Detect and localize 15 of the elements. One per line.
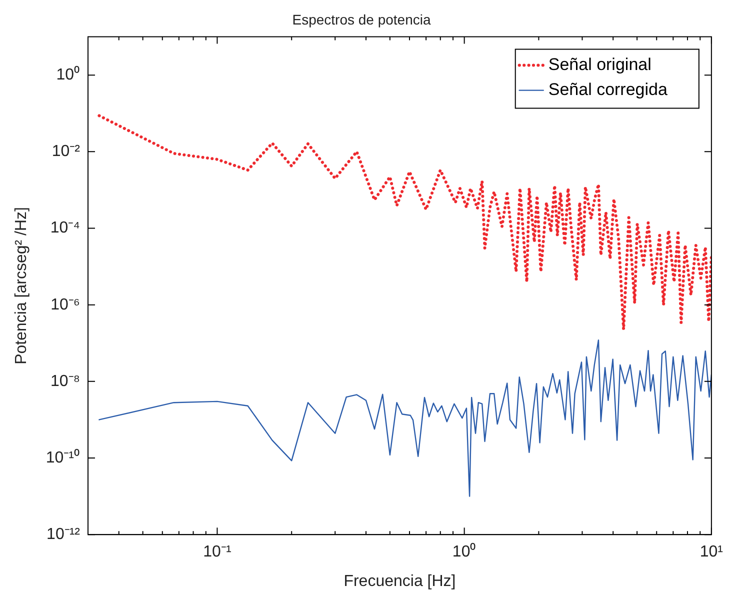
y-tick-label: 10⁻⁸ [50, 372, 80, 390]
x-tick-label: 10¹ [700, 544, 723, 561]
y-tick-label: 10⁻¹² [46, 526, 81, 544]
y-tick-label: 10⁻² [52, 143, 81, 160]
y-axis-title: Potencia [arcseg² /Hz] [13, 206, 30, 364]
x-tick-label: 10⁻¹ [203, 544, 232, 561]
y-tick-label: 10⁰ [56, 66, 80, 84]
y-tick-label: 10⁻⁶ [50, 296, 80, 314]
legend-label: Señal corregida [548, 80, 668, 99]
x-axis-title: Frecuencia [Hz] [344, 572, 456, 590]
x-tick-label: 10⁰ [452, 542, 476, 561]
y-tick-label: 10⁻⁴ [50, 220, 80, 237]
legend-label: Señal original [548, 54, 652, 74]
chart-title: Espectros de potencia [292, 11, 431, 28]
y-tick-label: 10⁻¹⁰ [46, 448, 80, 466]
